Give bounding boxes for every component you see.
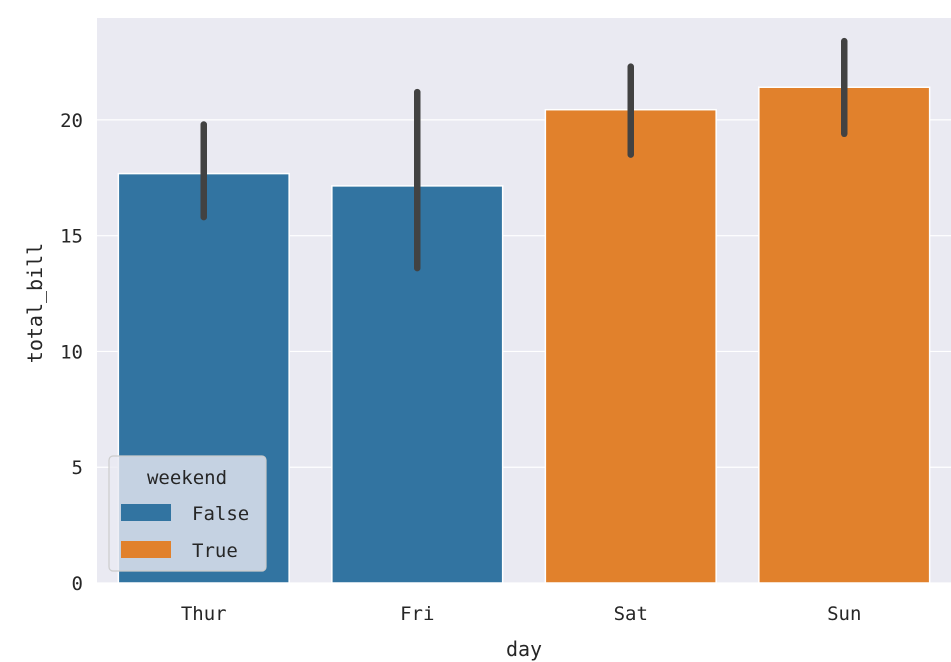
x-tick-label-thur: Thur — [181, 603, 227, 625]
y-tick-label-10: 10 — [60, 341, 83, 363]
y-tick-label-20: 20 — [60, 110, 83, 132]
y-tick-label-0: 0 — [72, 573, 83, 595]
x-tick-label-sun: Sun — [827, 603, 861, 625]
legend-label-true: True — [192, 540, 238, 562]
x-tick-label-fri: Fri — [400, 603, 434, 625]
legend-swatch-false — [121, 504, 171, 521]
legend-label-false: False — [192, 503, 249, 525]
x-tick-label-sat: Sat — [614, 603, 648, 625]
y-tick-labels: 0 5 10 15 20 — [60, 110, 83, 595]
bar-sat — [544, 108, 717, 584]
error-bars — [200, 37, 848, 272]
x-axis-label: day — [506, 637, 542, 661]
bar-sun — [758, 86, 931, 584]
x-tick-labels: Thur Fri Sat Sun — [181, 603, 862, 625]
legend-title: weekend — [147, 467, 227, 489]
y-axis-label: total_bill — [23, 243, 47, 363]
y-tick-label-15: 15 — [60, 226, 83, 248]
legend: weekend False True — [108, 455, 267, 572]
y-tick-label-5: 5 — [72, 457, 83, 479]
legend-swatch-true — [121, 541, 171, 558]
